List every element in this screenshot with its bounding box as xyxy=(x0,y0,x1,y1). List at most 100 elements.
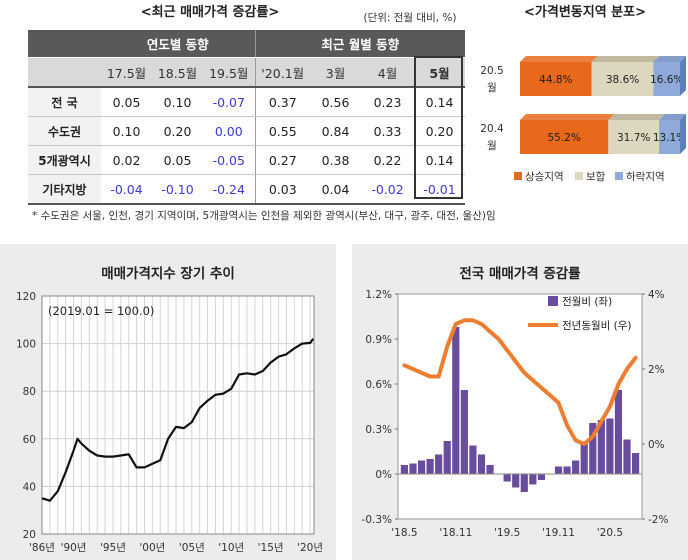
index-x-tick-label: '20년 xyxy=(297,542,323,554)
table-row: 기타지방 -0.04 -0.10 -0.24 0.03 0.04 -0.02 -… xyxy=(28,174,466,205)
index-plot-border xyxy=(41,295,315,535)
dist-bar-top xyxy=(659,114,686,120)
rate-monthly-bar xyxy=(606,418,614,474)
rate-monthly-bar xyxy=(554,466,563,474)
dist-bar-top xyxy=(653,56,686,62)
table-cell: 0.84 xyxy=(310,116,362,146)
rate-monthly-bar xyxy=(426,459,434,474)
rate-monthly-bar xyxy=(623,439,631,474)
rate-monthly-bar xyxy=(597,420,605,474)
dist-data-label: 55.2% xyxy=(547,132,580,144)
index-x-tick-label: '95년 xyxy=(100,542,126,554)
col-header: 18.5월 xyxy=(152,57,203,88)
table-cell: 0.05 xyxy=(101,87,152,117)
index-x-tick-label: '05년 xyxy=(179,542,205,554)
col-header: 3월 xyxy=(310,57,362,88)
dist-data-label: 16.6% xyxy=(650,74,683,86)
rate-right-tick-label: -2% xyxy=(648,514,668,526)
rate-panel: 전국 매매가격 증감률 -0.3% 0% 0.3% 0.6% 0.9% 1.2% -2% 0%… xyxy=(352,244,688,560)
rate-monthly-bar xyxy=(537,474,545,480)
rate-monthly-bar xyxy=(477,454,486,474)
rate-x-tick-label: '19.11 xyxy=(542,527,575,539)
table-cell: 0.27 xyxy=(254,145,311,175)
rate-chart-title: 전국 매매가격 증감률 xyxy=(459,266,581,282)
table-cell: 0.10 xyxy=(101,116,152,146)
rate-monthly-bar xyxy=(400,465,409,474)
dist-legend-label: 하락지역 xyxy=(626,170,665,183)
dist-data-label: 44.8% xyxy=(539,74,572,86)
rate-x-tick-label: '18.11 xyxy=(439,527,472,539)
table-cell: -0.04 xyxy=(101,174,152,205)
col-header: '20.1월 xyxy=(254,57,311,88)
rate-monthly-bar xyxy=(572,460,580,474)
table-cell: 0.38 xyxy=(310,145,362,175)
table-unit: (단위: 전월 대비, %) xyxy=(363,12,457,24)
table-cell: 0.10 xyxy=(152,87,203,117)
dist-legend-swatch xyxy=(514,172,522,180)
table-corner-2 xyxy=(28,57,101,88)
table-cell: 0.00 xyxy=(203,116,256,146)
table-cell: 0.14 xyxy=(414,87,466,117)
table-header-row: 17.5월 18.5월 19.5월 '20.1월 3월 4월 5월 xyxy=(28,57,466,88)
rate-x-tick-label: '18.5 xyxy=(391,527,417,539)
rate-x-tick-label: '19.5 xyxy=(494,527,520,539)
table-footnote: * 수도권은 서울, 인천, 경기 지역이며, 5개광역시는 인천을 제외한 광… xyxy=(32,210,496,222)
dist-legend-label: 상승지역 xyxy=(525,171,564,183)
index-y-tick-label: 20 xyxy=(23,529,36,541)
table-cell: 0.14 xyxy=(414,145,466,175)
table-cell: 0.55 xyxy=(254,116,311,146)
index-y-tick-label: 40 xyxy=(23,481,36,493)
dist-chart-title: <가격변동지역 분포> xyxy=(524,5,646,20)
rate-left-tick-label: 0.6% xyxy=(365,379,392,391)
table-cell: 0.05 xyxy=(152,145,203,175)
dist-bar-segment xyxy=(653,62,680,96)
table-cell: -0.01 xyxy=(414,174,466,205)
dist-bar-top xyxy=(520,114,615,120)
col-header: 4월 xyxy=(361,57,415,88)
table-cell: -0.10 xyxy=(152,174,203,205)
group-header-monthly: 최근 월별 동향 xyxy=(254,30,466,58)
rate-left-tick-label: 0.3% xyxy=(365,424,392,436)
table-cell: 0.04 xyxy=(310,174,362,205)
rate-monthly-bar xyxy=(529,474,537,485)
rate-right-tick-label: 2% xyxy=(648,364,665,376)
distribution-chart: 20.5 월 44.8% 38.6% 16.6% 20.4 월 55.2% 31.7% 13.1%… xyxy=(480,56,686,183)
table-row: 전 국 0.05 0.10 -0.07 0.37 0.56 0.23 0.14 xyxy=(28,87,466,117)
dist-legend-swatch xyxy=(575,172,583,180)
rate-monthly-bar xyxy=(469,445,477,474)
rate-plot-area xyxy=(398,294,642,519)
rate-monthly-bar xyxy=(503,474,511,482)
rate-left-tick-label: 1.2% xyxy=(365,289,392,301)
rate-left-tick-label: 0.9% xyxy=(365,334,392,346)
rate-monthly-bar xyxy=(631,453,640,474)
dist-bar-segment xyxy=(591,62,654,96)
index-series-line xyxy=(41,338,315,502)
rate-left-tick-label: 0% xyxy=(375,469,392,481)
rate-monthly-bar xyxy=(460,390,468,474)
dist-bar-segment xyxy=(520,120,609,154)
dist-category-label: 월 xyxy=(487,82,497,94)
rate-legend-label: 전년동월비 (우) xyxy=(562,320,632,332)
table-cell: 0.20 xyxy=(414,116,466,146)
table-title: <최근 매매가격 증감률> xyxy=(140,5,280,20)
rate-monthly-bar xyxy=(486,465,494,474)
rate-plot-border xyxy=(397,293,643,520)
rate-monthly-bar xyxy=(520,474,528,492)
index-panel: 매매가격지수 장기 추이 20 40 60 80 100 120 '86년 '90년 '95년 '… xyxy=(0,244,336,560)
dist-bar-top xyxy=(591,56,660,62)
rate-monthly-bar xyxy=(435,454,443,474)
col-header: 17.5월 xyxy=(101,57,152,88)
table-cell: 0.02 xyxy=(101,145,152,175)
row-label: 전 국 xyxy=(28,87,101,117)
index-y-tick-label: 120 xyxy=(16,291,36,303)
index-x-tick-label: '86년 xyxy=(29,542,55,554)
group-header-yearly: 연도별 동향 xyxy=(101,30,256,58)
rate-left-tick-label: -0.3% xyxy=(362,514,392,526)
table-cell: 0.22 xyxy=(361,145,415,175)
index-chart: 20 40 60 80 100 120 '86년 '90년 '95년 '00년 '05년 '10년 '1… xyxy=(16,291,323,554)
dist-legend-label: 보합 xyxy=(586,171,606,183)
dist-data-label: 31.7% xyxy=(617,132,650,144)
dist-bar-side xyxy=(680,56,686,96)
table-cell: 0.56 xyxy=(310,87,362,117)
table-cell: -0.24 xyxy=(203,174,256,205)
